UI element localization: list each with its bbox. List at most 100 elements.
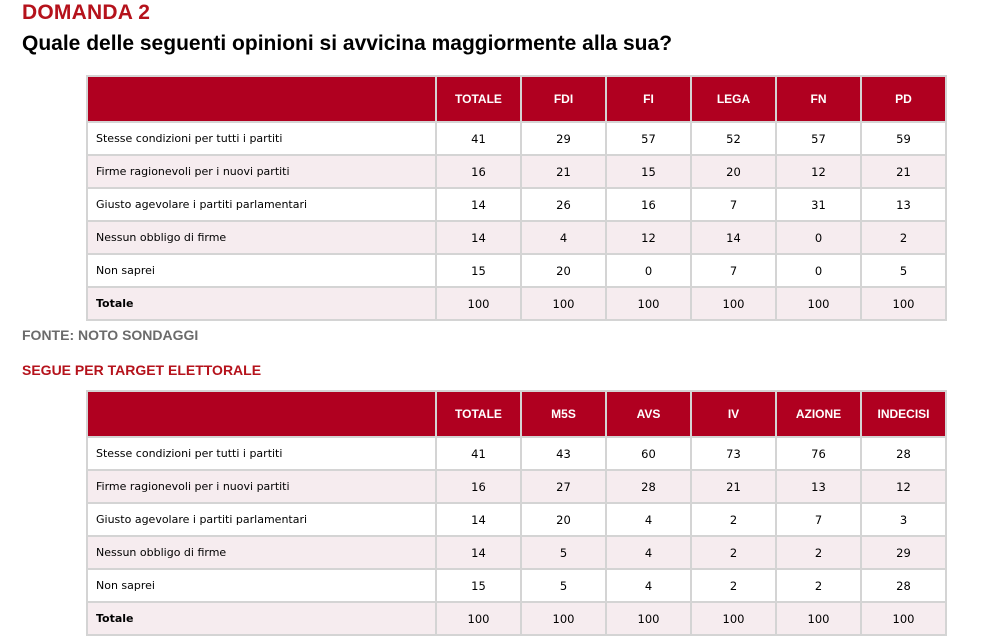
cell-value: 15: [435, 253, 522, 288]
cell-value: 12: [605, 220, 692, 255]
cell-value: 12: [860, 469, 947, 504]
cell-value: 14: [435, 220, 522, 255]
table-row: Non saprei 15 5 4 2 2 28: [86, 568, 947, 603]
column-header: LEGA: [690, 75, 777, 123]
cell-value: 100: [605, 286, 692, 321]
column-header: M5S: [520, 390, 607, 438]
cell-value: 73: [690, 436, 777, 471]
source-note: FONTE: NOTO SONDAGGI: [22, 327, 199, 343]
cell-value: 20: [520, 502, 607, 537]
question-text: Quale delle seguenti opinioni si avvicin…: [22, 32, 673, 55]
cell-value: 0: [775, 220, 862, 255]
cell-value: 27: [520, 469, 607, 504]
cell-value: 20: [520, 253, 607, 288]
row-label: Non saprei: [86, 253, 437, 288]
header-corner-cell: [86, 75, 437, 123]
table-row: Giusto agevolare i partiti parlamentari …: [86, 187, 947, 222]
cell-value: 12: [775, 154, 862, 189]
cell-value: 5: [520, 535, 607, 570]
cell-value: 41: [435, 436, 522, 471]
cell-value: 4: [520, 220, 607, 255]
cell-value: 2: [690, 568, 777, 603]
cell-value: 15: [605, 154, 692, 189]
cell-value: 2: [860, 220, 947, 255]
row-label: Stesse condizioni per tutti i partiti: [86, 121, 437, 156]
column-header: FDI: [520, 75, 607, 123]
cell-value: 13: [860, 187, 947, 222]
table-total-row: Totale 100 100 100 100 100 100: [86, 286, 947, 321]
cell-value: 59: [860, 121, 947, 156]
row-label: Giusto agevolare i partiti parlamentari: [86, 187, 437, 222]
cell-value: 5: [860, 253, 947, 288]
table-row: Nessun obbligo di firme 14 5 4 2 2 29: [86, 535, 947, 570]
cell-value: 7: [690, 253, 777, 288]
cell-value: 41: [435, 121, 522, 156]
cell-value: 5: [520, 568, 607, 603]
cell-value: 16: [435, 469, 522, 504]
cell-value: 100: [690, 601, 777, 636]
table-row: Non saprei 15 20 0 7 0 5: [86, 253, 947, 288]
cell-value: 13: [775, 469, 862, 504]
cell-value: 100: [605, 601, 692, 636]
table-row: Stesse condizioni per tutti i partiti 41…: [86, 121, 947, 156]
question-number: DOMANDA 2: [22, 1, 151, 24]
cell-value: 0: [605, 253, 692, 288]
cell-value: 100: [775, 601, 862, 636]
cell-value: 100: [435, 601, 522, 636]
section-subheading: SEGUE PER TARGET ELETTORALE: [22, 362, 262, 378]
cell-value: 100: [860, 286, 947, 321]
table-row: Giusto agevolare i partiti parlamentari …: [86, 502, 947, 537]
table-header-row: TOTALE FDI FI LEGA FN PD: [86, 75, 947, 123]
cell-value: 100: [435, 286, 522, 321]
table-row: Firme ragionevoli per i nuovi partiti 16…: [86, 469, 947, 504]
cell-value: 4: [605, 535, 692, 570]
table-header-row: TOTALE M5S AVS IV AZIONE INDECISI: [86, 390, 947, 438]
cell-value: 100: [775, 286, 862, 321]
column-header: TOTALE: [435, 390, 522, 438]
cell-value: 26: [520, 187, 607, 222]
cell-value: 28: [605, 469, 692, 504]
table-row: Nessun obbligo di firme 14 4 12 14 0 2: [86, 220, 947, 255]
row-label: Non saprei: [86, 568, 437, 603]
cell-value: 7: [690, 187, 777, 222]
cell-value: 4: [605, 568, 692, 603]
column-header: AZIONE: [775, 390, 862, 438]
cell-value: 16: [605, 187, 692, 222]
column-header: FI: [605, 75, 692, 123]
cell-value: 21: [860, 154, 947, 189]
cell-value: 29: [860, 535, 947, 570]
cell-value: 100: [520, 601, 607, 636]
cell-value: 15: [435, 568, 522, 603]
cell-value: 43: [520, 436, 607, 471]
cell-value: 16: [435, 154, 522, 189]
row-label: Giusto agevolare i partiti parlamentari: [86, 502, 437, 537]
table-total-row: Totale 100 100 100 100 100 100: [86, 601, 947, 636]
cell-value: 52: [690, 121, 777, 156]
cell-value: 100: [690, 286, 777, 321]
cell-value: 21: [690, 469, 777, 504]
cell-value: 57: [605, 121, 692, 156]
column-header: INDECISI: [860, 390, 947, 438]
row-label: Nessun obbligo di firme: [86, 220, 437, 255]
column-header: IV: [690, 390, 777, 438]
cell-value: 2: [690, 535, 777, 570]
column-header: FN: [775, 75, 862, 123]
cell-value: 100: [520, 286, 607, 321]
cell-value: 4: [605, 502, 692, 537]
cell-value: 21: [520, 154, 607, 189]
cell-value: 14: [435, 502, 522, 537]
column-header: AVS: [605, 390, 692, 438]
row-label: Totale: [86, 601, 437, 636]
header-corner-cell: [86, 390, 437, 438]
cell-value: 0: [775, 253, 862, 288]
cell-value: 2: [775, 535, 862, 570]
cell-value: 14: [690, 220, 777, 255]
row-label: Totale: [86, 286, 437, 321]
row-label: Firme ragionevoli per i nuovi partiti: [86, 154, 437, 189]
cell-value: 57: [775, 121, 862, 156]
cell-value: 28: [860, 568, 947, 603]
results-table-electoral-target: TOTALE M5S AVS IV AZIONE INDECISI Stesse…: [86, 390, 947, 636]
row-label: Nessun obbligo di firme: [86, 535, 437, 570]
cell-value: 20: [690, 154, 777, 189]
cell-value: 14: [435, 187, 522, 222]
